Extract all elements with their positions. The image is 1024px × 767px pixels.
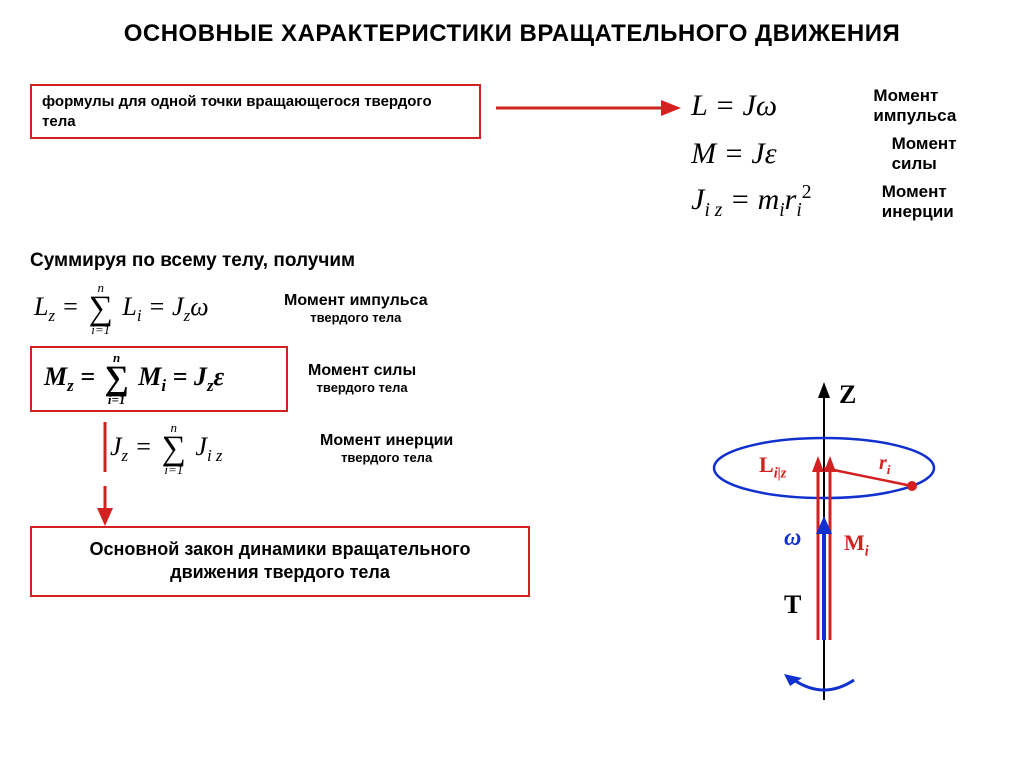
arrow-down2-icon xyxy=(90,486,120,526)
point-formulas-box: формулы для одной точки вращающегося тве… xyxy=(30,84,481,139)
label-angular-momentum: Момент импульса xyxy=(873,86,994,126)
label-torque: Момент силы xyxy=(892,134,994,174)
label-Mz: Момент силы твердого тела xyxy=(308,362,416,395)
Li-label: Li|z xyxy=(759,452,786,482)
main-law-box: Основной закон динамики вращательного дв… xyxy=(30,526,530,597)
formula-Jz: Jz = n∑i=1 Ji z xyxy=(110,422,320,476)
z-axis-label: Z xyxy=(839,380,856,410)
arrow-right-icon xyxy=(491,88,681,128)
formula-Mz-box: Mz = n∑i=1 Mi = Jzε xyxy=(30,346,288,412)
formula-torque: M = Jε Момент силы xyxy=(691,134,994,174)
summing-subtitle: Суммируя по всему телу, получим xyxy=(30,250,994,272)
rotation-diagram: Z Li|z ri ω Mi T xyxy=(684,380,964,710)
formula-inertia: Ji z = miri2 Момент инерции xyxy=(691,182,994,222)
formula-angular-momentum: L = Jω Момент импульса xyxy=(691,86,994,126)
formula-Mz: Mz = n∑i=1 Mi = Jzε xyxy=(44,352,274,406)
label-Jz: Момент инерции твердого тела xyxy=(320,432,453,465)
omega-label: ω xyxy=(784,525,801,552)
label-Lz: Момент импульса твердого тела xyxy=(284,292,428,325)
main-title: ОСНОВНЫЕ ХАРАКТЕРИСТИКИ ВРАЩАТЕЛЬНОГО ДВ… xyxy=(30,20,994,48)
label-inertia: Момент инерции xyxy=(882,182,994,222)
Mi-label: Mi xyxy=(844,530,869,560)
formula-Lz: Lz = n∑i=1 Li = Jzω xyxy=(34,282,284,336)
T-label: T xyxy=(784,590,801,620)
ri-label: ri xyxy=(879,452,890,478)
